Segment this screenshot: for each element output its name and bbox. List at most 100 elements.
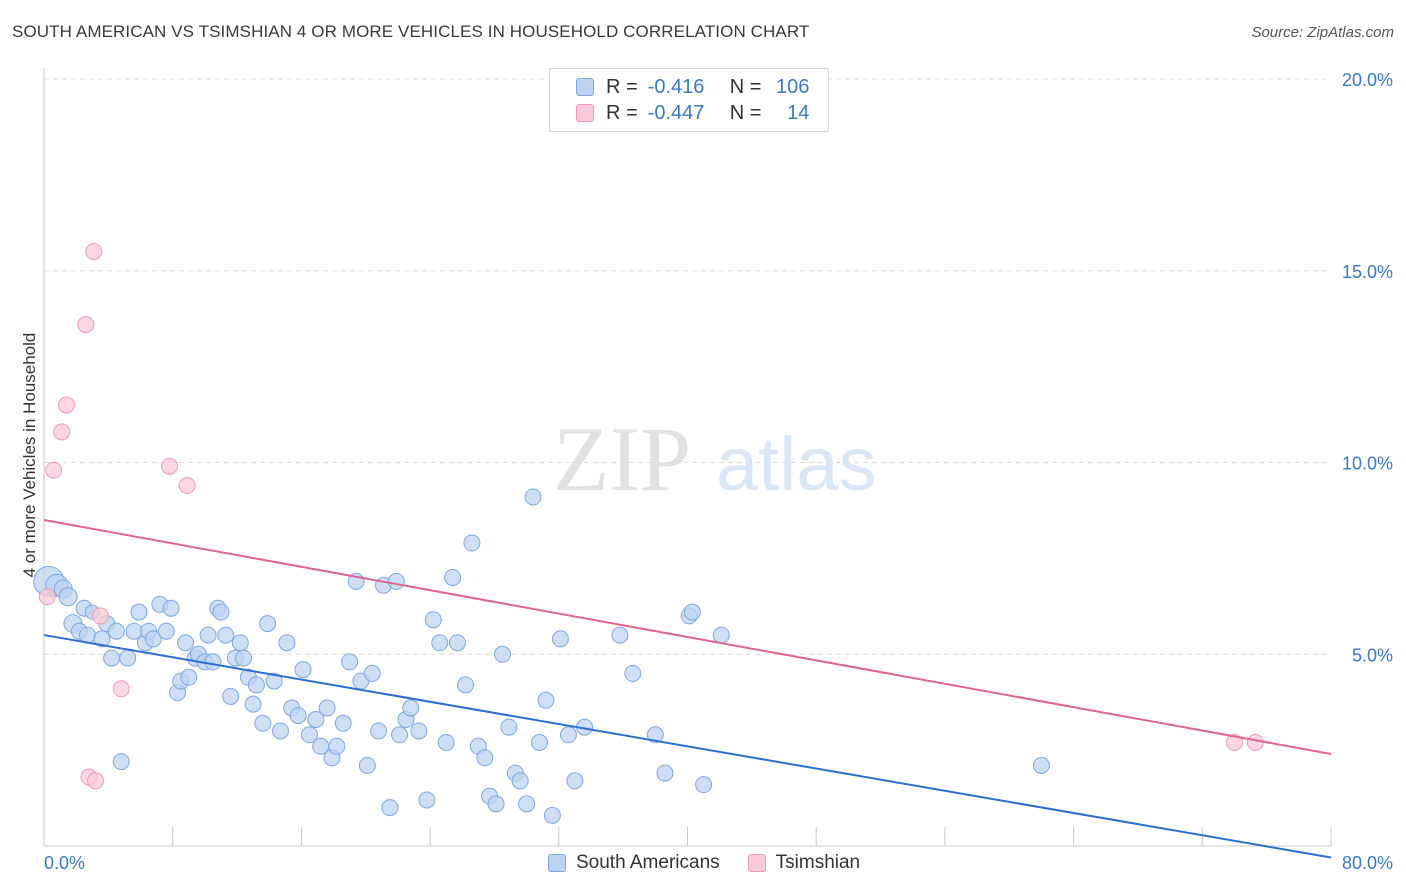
data-point — [370, 722, 388, 740]
data-point — [58, 587, 78, 607]
legend-label: South Americans — [576, 852, 720, 873]
r-label: R = — [606, 101, 638, 124]
data-point — [53, 423, 71, 441]
data-point — [58, 396, 76, 414]
data-point — [307, 710, 325, 728]
south-americans-swatch — [576, 78, 594, 96]
tsimshian-swatch — [576, 104, 594, 122]
legend-label: Tsimshian — [775, 852, 861, 873]
data-point — [646, 726, 664, 744]
data-point — [334, 714, 352, 732]
legend-item-south-americans[interactable]: South Americans — [548, 852, 720, 874]
data-point — [160, 457, 178, 475]
data-point — [530, 733, 548, 751]
data-point — [683, 603, 701, 621]
data-point — [493, 645, 511, 663]
watermark-zip: ZIP — [553, 408, 691, 510]
data-point — [45, 461, 63, 479]
data-point — [144, 630, 162, 648]
data-point — [130, 603, 148, 621]
n-value: 106 — [776, 75, 810, 98]
data-point — [318, 699, 336, 717]
data-point — [487, 795, 505, 813]
data-point — [328, 737, 346, 755]
data-point — [234, 649, 252, 667]
data-point — [424, 611, 442, 629]
r-label: R = — [606, 75, 638, 98]
stats-row-tsimshian: R = -0.447 N = 14 — [576, 100, 809, 126]
r-value: -0.447 — [647, 101, 705, 124]
y-tick-label: 10.0% — [1342, 454, 1393, 474]
data-point — [431, 634, 449, 652]
data-point — [381, 799, 399, 817]
data-point — [387, 572, 405, 590]
data-point — [537, 691, 555, 709]
data-point — [107, 622, 125, 640]
data-point — [180, 668, 198, 686]
data-point — [212, 603, 230, 621]
watermark-atlas: atlas — [716, 422, 877, 507]
data-point — [162, 599, 180, 617]
data-point — [511, 772, 529, 790]
data-point — [448, 634, 466, 652]
data-point — [524, 488, 542, 506]
data-point — [244, 695, 262, 713]
x-tick-label: 0.0% — [44, 853, 85, 873]
chart-title: SOUTH AMERICAN VS TSIMSHIAN 4 OR MORE VE… — [12, 22, 810, 41]
n-label: N = — [729, 101, 762, 124]
data-point — [157, 622, 175, 640]
data-point — [289, 707, 307, 725]
data-point — [254, 714, 272, 732]
data-point — [402, 699, 420, 717]
tsimshian-trendline — [43, 519, 1332, 755]
legend-item-tsimshian[interactable]: Tsimshian — [747, 852, 861, 874]
data-point — [112, 680, 130, 698]
tick-labels: 5.0% 10.0% 15.0% 20.0% 0.0% 80.0% — [44, 70, 1393, 873]
data-point — [1225, 733, 1243, 751]
data-point — [204, 653, 222, 671]
tsimshian-points — [38, 243, 1264, 790]
data-point — [112, 753, 130, 771]
data-point — [543, 806, 561, 824]
data-point — [418, 791, 436, 809]
south-americans-trendline — [43, 634, 1332, 859]
data-point — [93, 630, 111, 648]
source-credit: Source: ZipAtlas.com — [1251, 24, 1394, 41]
data-point — [231, 634, 249, 652]
n-value: 14 — [787, 101, 810, 124]
stats-row-south-americans: R = -0.416 N = 106 — [576, 74, 809, 100]
y-tick-label: 15.0% — [1342, 262, 1393, 282]
n-label: N = — [729, 75, 762, 98]
data-point — [300, 726, 318, 744]
data-point — [712, 626, 730, 644]
axes — [43, 68, 1332, 847]
data-point — [500, 718, 518, 736]
data-point — [222, 687, 240, 705]
data-point — [178, 477, 196, 495]
series-legend: South Americans Tsimshian — [548, 852, 888, 874]
data-point — [391, 726, 409, 744]
south-americans-swatch — [548, 854, 566, 872]
data-point — [86, 772, 104, 790]
data-point — [363, 664, 381, 682]
data-point — [358, 756, 376, 774]
trendlines — [43, 519, 1332, 859]
data-point — [410, 722, 428, 740]
data-point — [611, 626, 629, 644]
data-point — [566, 772, 584, 790]
r-value: -0.416 — [647, 75, 705, 98]
stats-legend: R = -0.416 N = 106 R = -0.447 N = 14 — [549, 68, 829, 132]
data-point — [476, 749, 494, 767]
data-point — [624, 664, 642, 682]
data-point — [199, 626, 217, 644]
data-point — [247, 676, 265, 694]
data-point — [656, 764, 674, 782]
data-point — [259, 615, 277, 633]
data-point — [77, 315, 95, 333]
data-point — [91, 607, 109, 625]
south-americans-points — [33, 488, 1050, 824]
data-point — [559, 726, 577, 744]
grid-lines — [44, 78, 1331, 655]
data-point — [177, 634, 195, 652]
